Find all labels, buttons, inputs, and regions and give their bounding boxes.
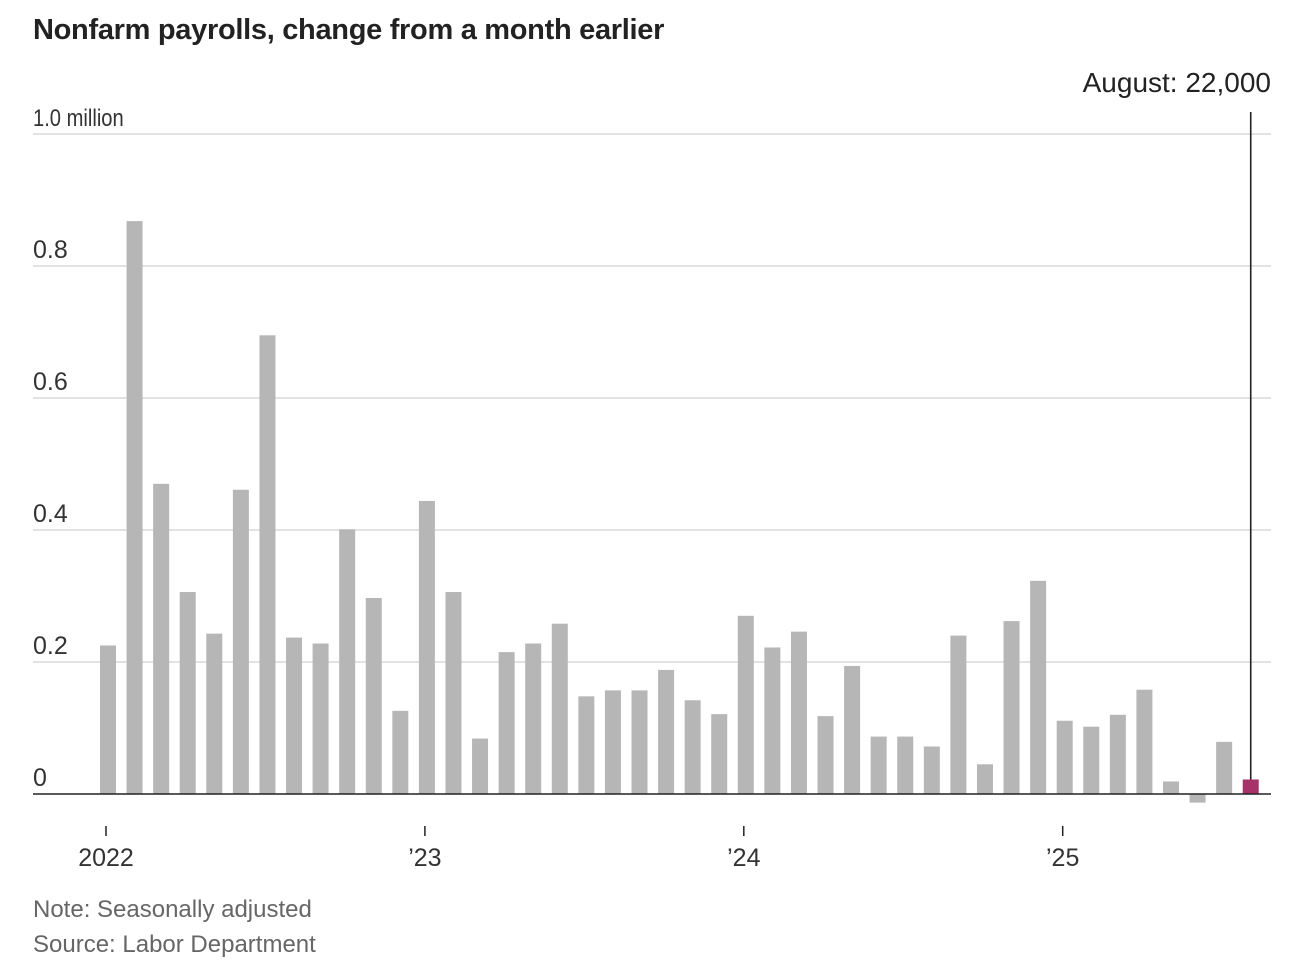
bar — [1216, 741, 1233, 794]
bar — [153, 483, 170, 794]
bar — [1163, 781, 1179, 794]
bar — [764, 647, 781, 794]
bar — [604, 690, 621, 794]
bar — [339, 529, 356, 794]
y-tick-label: 0 — [33, 764, 47, 792]
bar — [1056, 720, 1073, 794]
bar — [1083, 726, 1100, 794]
y-tick-label: 1.0 million — [33, 104, 124, 131]
y-tick-label: 0.4 — [33, 500, 68, 528]
bar — [1136, 689, 1153, 794]
bar — [711, 714, 728, 794]
bar — [578, 696, 595, 794]
bar — [658, 669, 675, 794]
bar — [1109, 714, 1126, 794]
bar — [472, 738, 489, 794]
bar — [525, 643, 542, 794]
bar — [817, 716, 834, 794]
highlight-bar — [1242, 779, 1259, 794]
bar — [100, 645, 116, 794]
bar — [950, 635, 967, 794]
bar — [418, 500, 435, 794]
x-tick-label: 2022 — [78, 844, 134, 872]
bar — [897, 736, 914, 794]
chart-note: Note: Seasonally adjusted — [33, 896, 312, 923]
gridlines — [33, 133, 1271, 663]
bar — [1189, 794, 1206, 803]
y-tick-label: 0.8 — [33, 236, 68, 264]
axes: 0 0.2 0.4 0.6 0.8 1.0 million 2022 ’23 ’24 ’25 — [33, 104, 1271, 872]
bar — [976, 764, 993, 794]
y-tick-label: 0.2 — [33, 632, 68, 660]
bar — [206, 633, 223, 794]
bar — [498, 652, 515, 794]
bar — [844, 665, 861, 794]
bar — [445, 592, 462, 794]
bar — [551, 623, 568, 794]
bar — [126, 221, 143, 794]
bar — [631, 690, 648, 794]
bar — [232, 489, 249, 794]
chart-title: Nonfarm payrolls, change from a month ea… — [33, 14, 665, 46]
bar — [392, 710, 409, 794]
bar — [923, 746, 940, 794]
bar — [286, 637, 303, 794]
annotation: August: 22,000 — [1083, 67, 1271, 780]
x-tick-label: ’24 — [727, 844, 760, 872]
highlight-label: August: 22,000 — [1083, 67, 1271, 98]
y-tick-label: 0.6 — [33, 368, 68, 396]
bar — [179, 592, 196, 794]
bar — [684, 700, 701, 794]
bars — [100, 221, 1259, 803]
bar — [1003, 621, 1020, 794]
x-tick-label: ’25 — [1046, 844, 1079, 872]
chart-source: Source: Labor Department — [33, 931, 316, 958]
bar — [790, 631, 807, 794]
bar — [259, 335, 276, 794]
bar — [312, 643, 329, 794]
bar — [737, 615, 754, 794]
bar — [870, 736, 887, 794]
x-tick-label: ’23 — [408, 844, 441, 872]
bar — [365, 597, 382, 794]
bar — [1030, 580, 1047, 794]
